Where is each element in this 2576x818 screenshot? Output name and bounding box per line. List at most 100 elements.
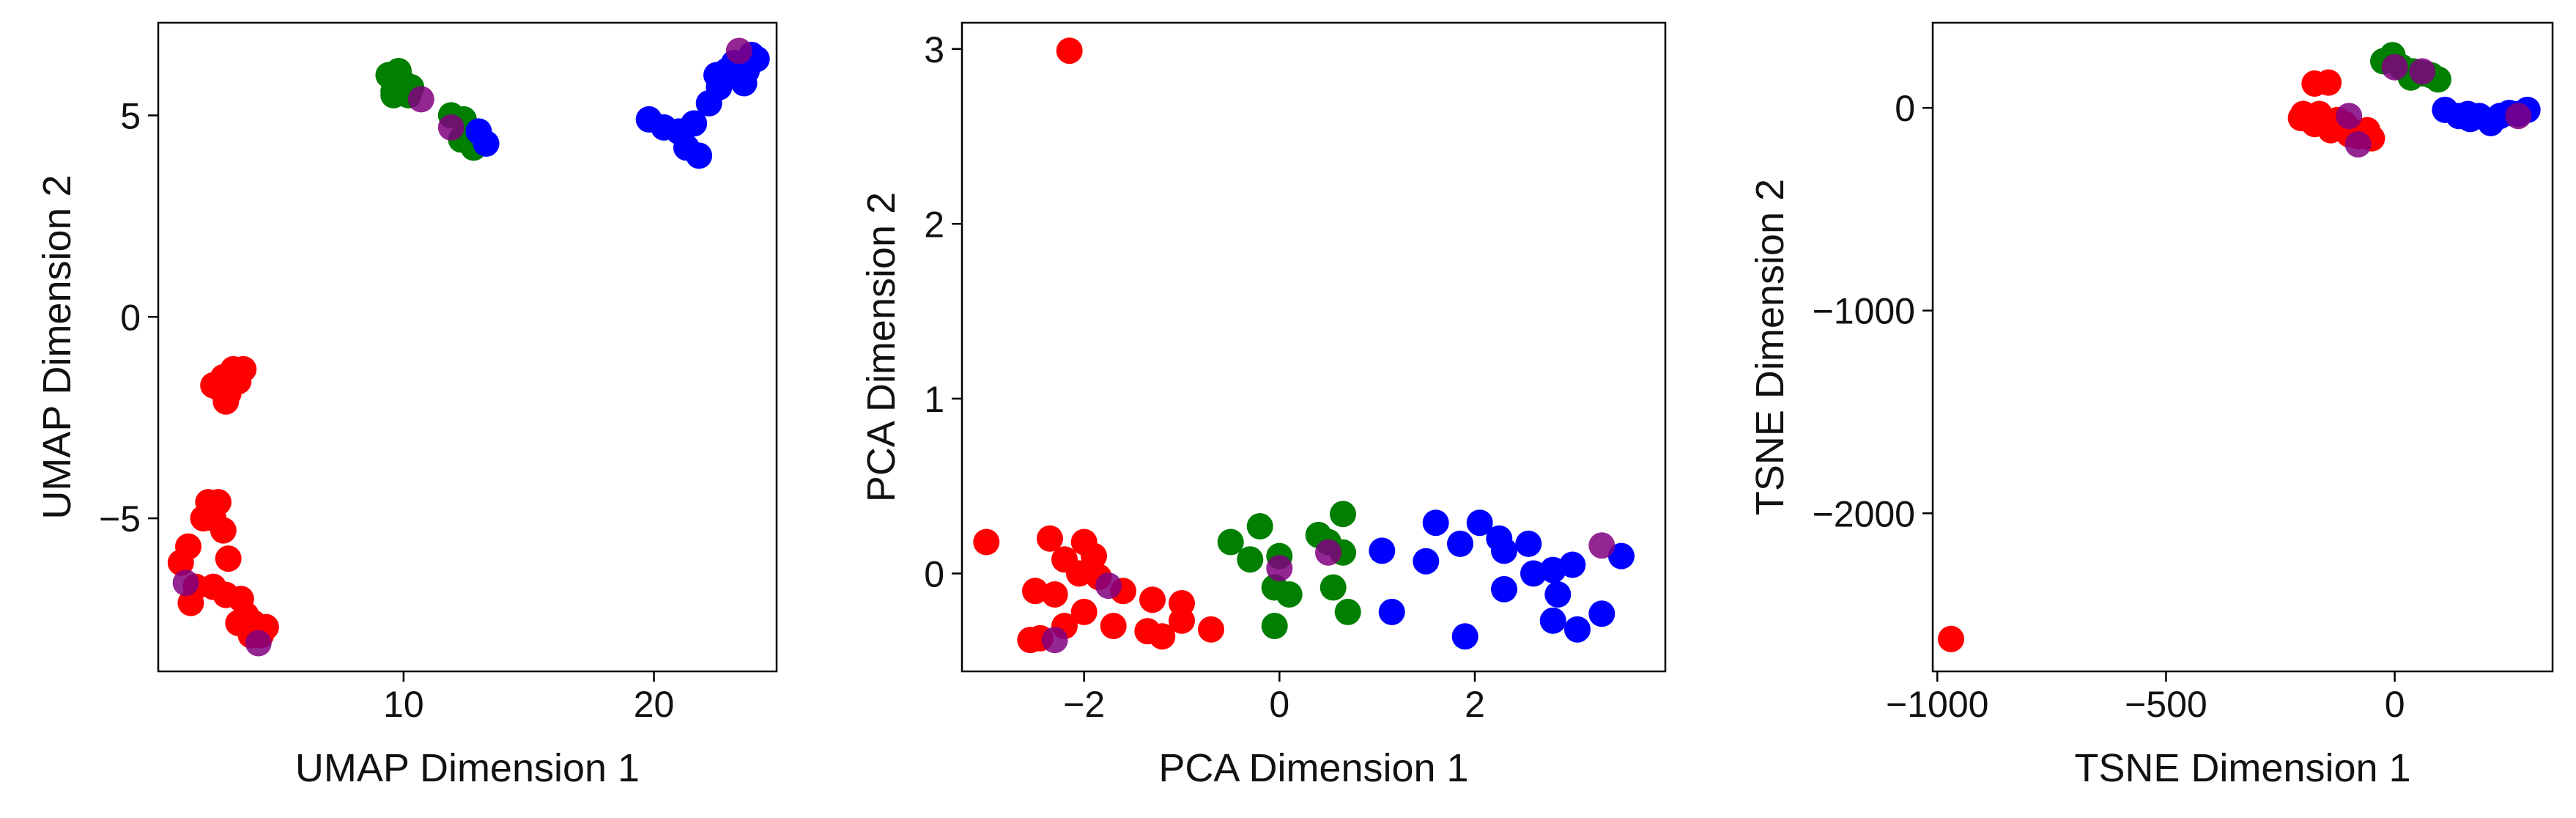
y-tick-label: −2000 [1813,493,1915,534]
x-axis-label: PCA Dimension 1 [1158,746,1468,790]
data-point-red [973,528,1000,556]
x-axis-label: TSNE Dimension 1 [2074,746,2410,790]
data-point-blue [2454,100,2481,128]
data-point-red [1938,625,1964,652]
x-tick-label: −500 [2125,684,2207,725]
data-point-blue [681,110,708,137]
y-tick-label: −1000 [1813,291,1915,332]
data-point-blue [1491,575,1517,603]
y-tick-label: 5 [120,95,141,136]
data-point-red [167,549,194,576]
x-tick-label: 0 [2385,684,2405,725]
data-point-red [1169,607,1195,634]
data-point-red [1149,623,1176,650]
data-point-blue [703,62,730,89]
data-point-blue [1515,530,1542,557]
data-point-purple [172,570,199,597]
data-point-purple [407,86,434,113]
data-point-red [225,610,252,636]
data-point-red [1022,578,1048,605]
data-point-purple [437,114,465,141]
data-point-red [215,545,242,572]
x-tick-label: 20 [634,684,675,725]
data-point-blue [1369,537,1396,564]
data-point-blue [1544,581,1572,608]
data-point-blue [1422,509,1449,537]
data-point-red [2315,69,2342,96]
y-tick-label: 0 [1895,88,1915,129]
data-point-red [1037,525,1063,552]
x-tick-label: 10 [383,684,424,725]
data-point-blue [1539,607,1566,634]
umap-scatter-panel: 10 20 −5 0 5 UMAP Dimension 1 UMAP Dimension 2 [35,21,778,790]
data-point-blue [1588,600,1615,627]
data-point-blue [1520,560,1547,587]
data-point-blue [465,118,492,145]
data-point-blue [1447,530,1473,557]
y-tick-label: 3 [924,29,944,70]
data-point-purple [725,37,752,65]
data-point-red [1066,560,1092,587]
y-axis-label: UMAP Dimension 2 [35,174,79,519]
data-point-red [2290,100,2317,128]
x-tick-label: 2 [1465,684,1485,725]
y-tick-label: 0 [924,553,944,594]
data-point-blue [686,142,713,169]
data-point-red [1081,542,1107,570]
data-point-red [1056,37,1083,65]
points-group [167,37,770,657]
y-tick-label: −5 [99,498,141,539]
x-tick-label: 0 [1269,684,1289,725]
tsne-scatter-panel: −1000 −500 0 −2000 −1000 0 TSNE Dimension 1 TSN… [1748,21,2554,790]
data-point-blue [1378,598,1405,625]
data-point-blue [1491,537,1517,564]
data-point-blue [1539,556,1566,583]
data-point-red [1139,586,1166,614]
data-point-green [1217,528,1244,556]
data-point-blue [1413,548,1440,575]
data-point-red [1070,598,1098,625]
data-point-green [1276,581,1303,608]
data-point-red [1041,581,1068,608]
data-point-red [212,388,240,415]
y-axis-label: PCA Dimension 2 [859,192,903,502]
data-point-purple [245,630,272,657]
axes-frame [961,21,1667,673]
data-point-purple [1588,532,1615,559]
data-point-green [1330,501,1356,528]
data-point-blue [1608,542,1635,570]
data-point-purple [2336,103,2363,130]
axes-frame [157,21,778,673]
data-point-green [1246,513,1273,539]
data-point-blue [1451,623,1478,650]
pca-scatter-panel: −2 0 2 0 1 2 3 PCA Dimension 1 PCA Dimension 2 [859,21,1667,790]
data-point-blue [1564,616,1591,643]
data-point-green [1320,574,1347,601]
data-point-blue [1466,509,1493,537]
data-point-red [1100,613,1127,639]
points-group [1938,42,2541,652]
data-point-purple [2505,103,2532,130]
y-tick-label: 2 [924,204,944,245]
y-tick-label: 0 [120,297,141,338]
data-point-green [1261,613,1288,639]
x-axis-label: UMAP Dimension 1 [295,746,640,790]
axes-frame [1931,21,2554,673]
data-point-green [1334,598,1361,625]
data-point-purple [1266,555,1293,582]
x-tick-label: −1000 [1886,684,1988,725]
data-point-purple [2344,130,2372,158]
data-point-purple [2409,58,2436,85]
x-tick-label: −2 [1063,684,1105,725]
data-point-red [210,517,237,544]
points-group [973,37,1635,654]
data-point-red [177,589,204,616]
data-point-green [1237,546,1264,573]
data-point-purple [1095,572,1122,600]
y-axis-label: TSNE Dimension 2 [1748,179,1792,515]
data-point-red [230,355,257,383]
data-point-purple [1041,627,1068,654]
data-point-red [1198,616,1224,643]
data-point-blue [730,70,758,97]
